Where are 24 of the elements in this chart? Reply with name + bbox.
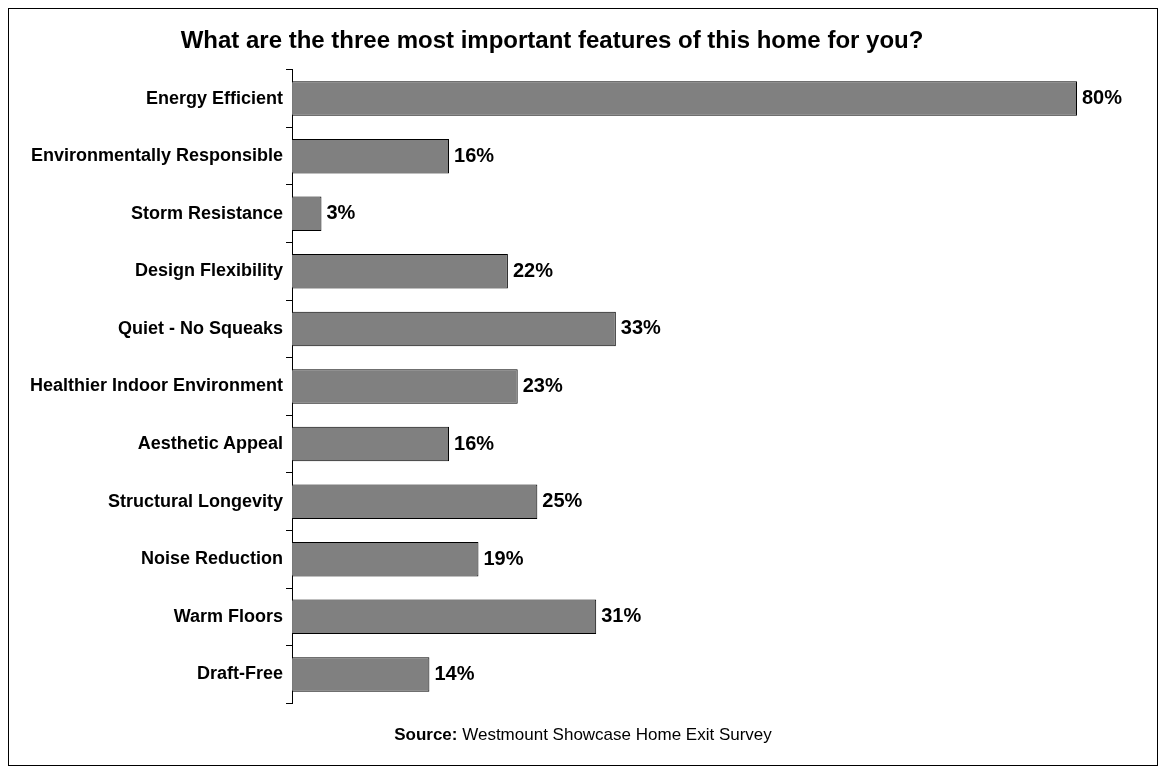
data-label: 33% [620,316,662,339]
data-label: 16% [454,431,495,454]
data-label: 19% [483,546,524,569]
data-label: 25% [542,489,583,512]
data-label: 23% [522,374,563,397]
y-tick-label: Draft-Free [197,663,284,684]
data-label: 22% [512,258,554,281]
y-tick-label: Aesthetic Appeal [137,433,284,454]
data-label: 14% [434,661,475,684]
source-note: Source: Westmount Showcase Home Exit Survey [394,725,772,744]
y-tick-label: Environmentally Responsible [30,145,284,166]
data-label: 3% [326,201,356,224]
y-tick-label: Warm Floors [173,605,284,626]
y-tick-label: Quiet - No Squeaks [117,317,284,338]
y-tick-label: Healthier Indoor Environment [30,375,284,396]
y-tick-label: Storm Resistance [130,202,284,223]
chart-title: What are the three most important features of this home for you? [180,26,924,54]
y-tick-label: Design Flexibility [134,260,284,281]
data-label: 16% [454,143,495,166]
y-tick-label: Noise Reduction [141,548,284,569]
y-tick-label: Structural Longevity [108,490,284,511]
data-label: 80% [1082,86,1123,109]
y-tick-label: Energy Efficient [146,87,284,108]
data-label: 31% [601,604,642,627]
